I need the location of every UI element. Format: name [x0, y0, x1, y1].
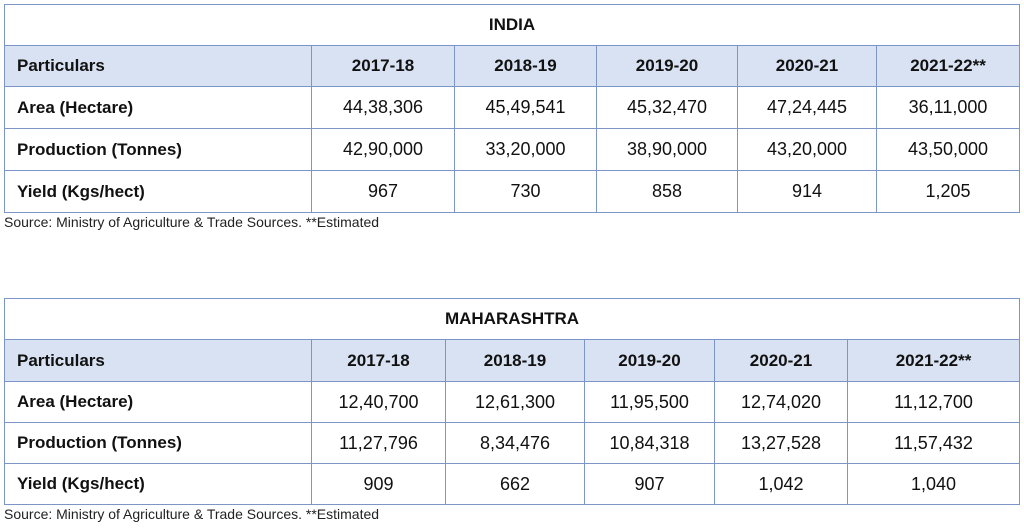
- table-cell: 47,24,445: [737, 86, 877, 129]
- table-cell: 13,27,528: [714, 422, 848, 464]
- table-cell: 45,32,470: [596, 86, 738, 129]
- table-cell: 12,61,300: [445, 381, 585, 423]
- table-cell: 33,20,000: [454, 128, 597, 171]
- row-label: Area (Hectare): [4, 86, 312, 129]
- row-label: Production (Tonnes): [4, 128, 312, 171]
- maharashtra-header-row: Particulars 2017-18 2018-19 2019-20 2020…: [4, 339, 1021, 382]
- column-header: Particulars: [4, 45, 312, 87]
- column-header: 2017-18: [311, 45, 455, 87]
- column-header: 2020-21: [737, 45, 877, 87]
- column-header: 2018-19: [445, 339, 585, 382]
- table-cell: 42,90,000: [311, 128, 455, 171]
- table-row: Production (Tonnes) 42,90,000 33,20,000 …: [4, 128, 1021, 171]
- table-cell: 730: [454, 170, 597, 213]
- column-header: 2020-21: [714, 339, 848, 382]
- table-cell: 967: [311, 170, 455, 213]
- table-cell: 858: [596, 170, 738, 213]
- india-table: INDIA Particulars 2017-18 2018-19 2019-2…: [3, 4, 1021, 213]
- maharashtra-source-note: Source: Ministry of Agriculture & Trade …: [4, 506, 380, 522]
- table-cell: 43,20,000: [737, 128, 877, 171]
- india-table-title: INDIA: [3, 4, 1021, 46]
- maharashtra-table: MAHARASHTRA Particulars 2017-18 2018-19 …: [3, 298, 1021, 505]
- india-source-note: Source: Ministry of Agriculture & Trade …: [4, 214, 380, 230]
- column-header: 2021-22**: [875, 45, 1021, 87]
- row-label: Area (Hectare): [4, 381, 312, 423]
- row-label: Yield (Kgs/hect): [4, 463, 312, 505]
- table-row: Production (Tonnes) 11,27,796 8,34,476 1…: [4, 422, 1021, 464]
- column-header: 2019-20: [596, 45, 738, 87]
- row-label: Production (Tonnes): [4, 422, 312, 464]
- maharashtra-table-title: MAHARASHTRA: [3, 298, 1021, 340]
- column-header: 2017-18: [311, 339, 446, 382]
- table-cell: 1,042: [714, 463, 848, 505]
- table-cell: 12,40,700: [311, 381, 446, 423]
- column-header: 2021-22**: [846, 339, 1021, 382]
- maharashtra-table-block: MAHARASHTRA Particulars 2017-18 2018-19 …: [3, 298, 1021, 522]
- table-cell: 11,95,500: [584, 381, 715, 423]
- table-cell: 11,12,700: [846, 381, 1021, 423]
- table-cell: 1,040: [846, 463, 1021, 505]
- column-header: Particulars: [4, 339, 312, 382]
- table-cell: 44,38,306: [311, 86, 455, 129]
- table-cell: 11,57,432: [846, 422, 1021, 464]
- table-row: Area (Hectare) 12,40,700 12,61,300 11,95…: [4, 381, 1021, 423]
- table-cell: 43,50,000: [875, 128, 1021, 171]
- table-cell: 907: [584, 463, 715, 505]
- india-table-block: INDIA Particulars 2017-18 2018-19 2019-2…: [3, 4, 1021, 230]
- table-cell: 45,49,541: [454, 86, 597, 129]
- table-row: Area (Hectare) 44,38,306 45,49,541 45,32…: [4, 86, 1021, 129]
- table-cell: 12,74,020: [714, 381, 848, 423]
- column-header: 2018-19: [454, 45, 597, 87]
- table-cell: 38,90,000: [596, 128, 738, 171]
- table-cell: 914: [737, 170, 877, 213]
- table-cell: 11,27,796: [311, 422, 446, 464]
- table-cell: 36,11,000: [875, 86, 1021, 129]
- table-cell: 909: [311, 463, 446, 505]
- row-label: Yield (Kgs/hect): [4, 170, 312, 213]
- table-row: Yield (Kgs/hect) 909 662 907 1,042 1,040: [4, 463, 1021, 505]
- column-header: 2019-20: [584, 339, 715, 382]
- table-cell: 662: [445, 463, 585, 505]
- table-cell: 8,34,476: [445, 422, 585, 464]
- india-header-row: Particulars 2017-18 2018-19 2019-20 2020…: [4, 45, 1021, 87]
- table-cell: 10,84,318: [584, 422, 715, 464]
- table-row: Yield (Kgs/hect) 967 730 858 914 1,205: [4, 170, 1021, 213]
- table-cell: 1,205: [875, 170, 1021, 213]
